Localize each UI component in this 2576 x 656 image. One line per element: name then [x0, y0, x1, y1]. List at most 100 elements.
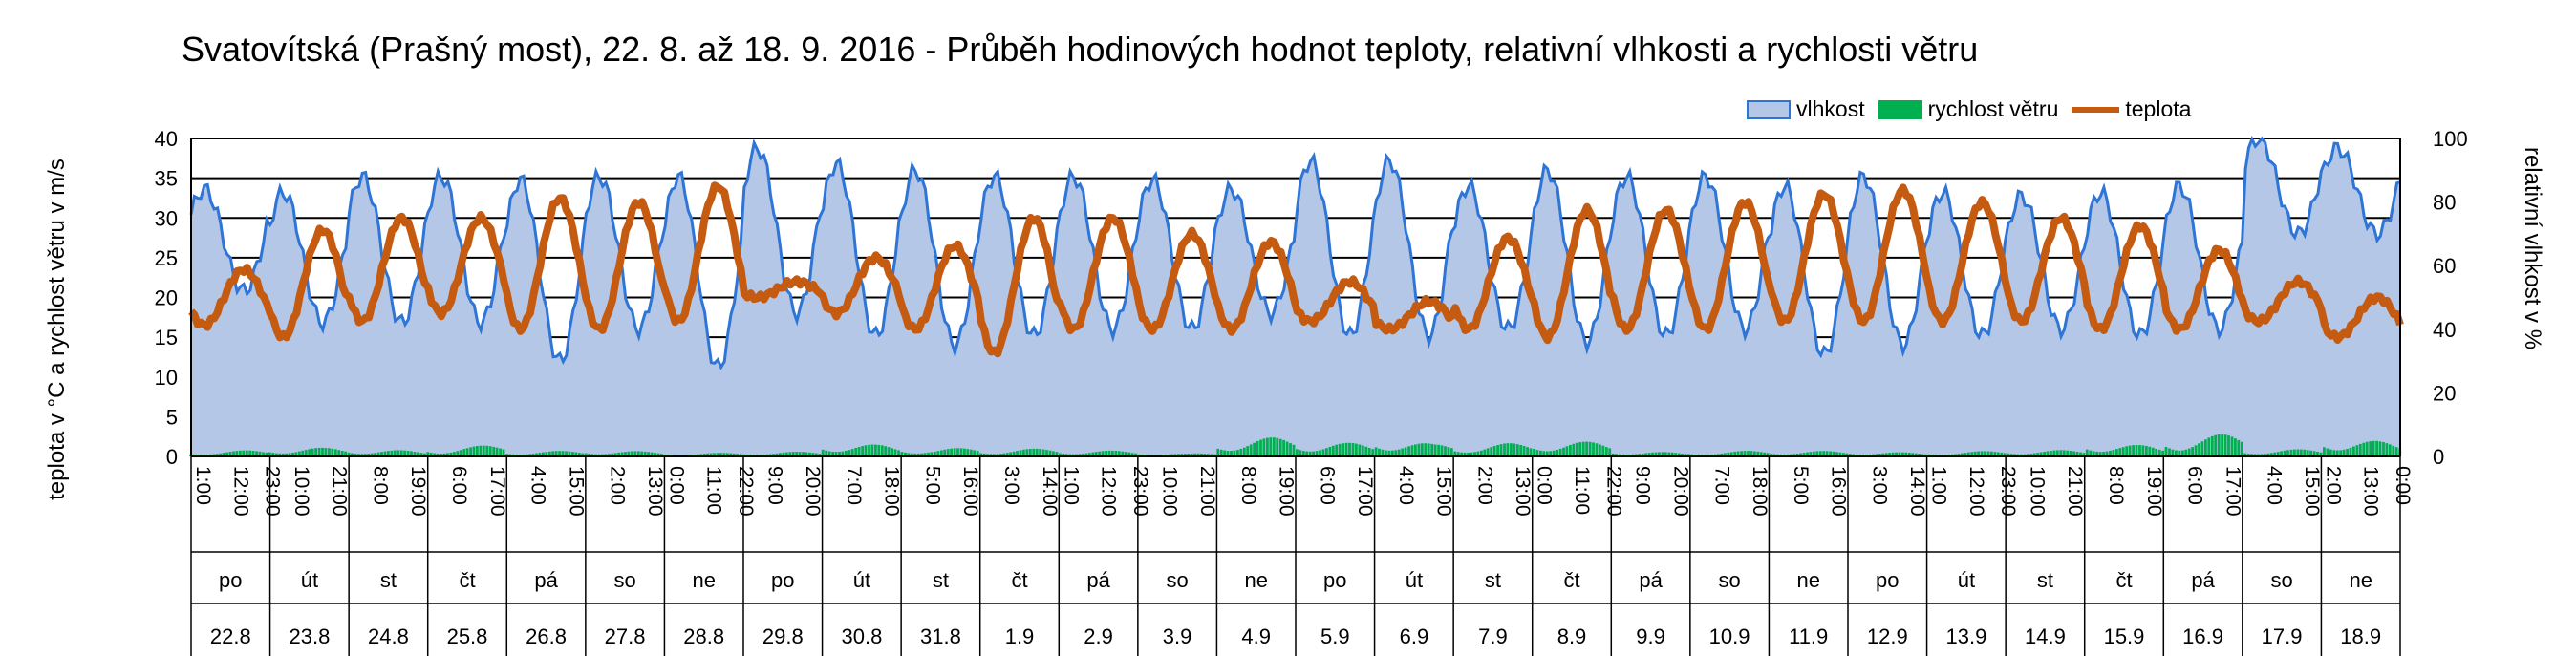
wind-bar: [2243, 453, 2247, 456]
hour-label: 4:00: [527, 466, 549, 505]
wind-bar: [966, 449, 970, 456]
hour-label: 21:00: [2064, 466, 2086, 517]
wind-bar: [554, 451, 558, 456]
wind-bar: [215, 454, 219, 456]
wind-bar: [1444, 446, 1447, 456]
wind-bar: [376, 452, 380, 456]
wind-bar: [2286, 450, 2289, 456]
wind-bar: [1595, 443, 1599, 456]
wind-bar: [2385, 443, 2389, 456]
wind-bar: [953, 448, 956, 456]
weekday-label: čt: [459, 568, 475, 592]
hour-label: 10:00: [1158, 466, 1180, 517]
hour-label: 22:00: [735, 466, 757, 517]
wind-bar: [989, 454, 993, 456]
wind-bar: [736, 454, 739, 456]
weekday-label: čt: [1563, 568, 1579, 592]
wind-bar: [1924, 454, 1927, 456]
wind-bar: [939, 450, 943, 456]
wind-bar: [930, 452, 934, 456]
wind-bar: [976, 451, 979, 456]
wind-bar: [1815, 451, 1819, 456]
wind-bar: [1966, 452, 1970, 456]
wind-bar: [251, 451, 255, 456]
weekday-label: so: [1166, 568, 1188, 592]
wind-bar: [2102, 452, 2105, 456]
wind-bar: [1599, 444, 1601, 456]
wind-bar: [1351, 443, 1355, 456]
wind-bar: [1786, 454, 1790, 456]
wind-bar: [1776, 454, 1779, 456]
wind-bar: [561, 451, 565, 456]
wind-bar: [1490, 447, 1493, 456]
wind-bar: [1545, 451, 1549, 456]
wind-bar: [2055, 450, 2059, 456]
y-tick-right-80: 80: [2433, 191, 2456, 215]
wind-bar: [1970, 452, 1974, 456]
wind-bar: [907, 453, 911, 456]
hour-label: 18:00: [1749, 466, 1771, 517]
date-label: 23.8: [289, 624, 330, 648]
wind-bar: [827, 451, 831, 456]
wind-bar: [2276, 452, 2280, 456]
wind-bar: [472, 446, 476, 456]
wind-bar: [1631, 454, 1635, 456]
wind-bar: [288, 453, 291, 456]
wind-bar: [239, 450, 242, 456]
wind-bar: [301, 450, 305, 456]
y-tick-right-100: 100: [2433, 127, 2468, 151]
wind-bar: [1799, 453, 1802, 456]
wind-bar: [877, 444, 881, 456]
wind-bar: [1875, 454, 1878, 456]
wind-bar: [923, 453, 927, 456]
date-label: 22.8: [210, 624, 251, 648]
wind-bar: [1980, 451, 1984, 456]
wind-bar: [1427, 443, 1430, 456]
wind-bar: [347, 452, 351, 456]
wind-bar: [1651, 452, 1654, 456]
wind-bar: [1486, 448, 1490, 456]
wind-bar: [1068, 454, 1072, 456]
wind-bar: [1276, 437, 1279, 456]
wind-bar: [986, 454, 989, 456]
wind-bar: [861, 446, 864, 456]
wind-bar: [2151, 447, 2155, 456]
wind-bar: [2168, 448, 2171, 456]
wind-bar: [456, 451, 460, 456]
wind-bar: [633, 451, 637, 456]
wind-bar: [363, 454, 367, 456]
wind-bar: [1325, 448, 1328, 456]
weekday-label: so: [613, 568, 635, 592]
wind-bar: [2269, 453, 2273, 456]
wind-bar: [1124, 452, 1127, 456]
wind-bar: [1407, 446, 1410, 456]
wind-bar: [262, 452, 265, 456]
wind-bar: [344, 451, 347, 456]
wind-bar: [2000, 452, 2004, 456]
wind-bar: [2092, 451, 2095, 456]
wind-bar: [367, 454, 371, 456]
hour-label: 17:00: [1354, 466, 1376, 517]
wind-bar: [1759, 452, 1763, 456]
wind-bar: [2217, 434, 2221, 456]
wind-bar: [383, 451, 387, 456]
hour-label: 15:00: [565, 466, 587, 517]
wind-bar: [452, 452, 456, 456]
wind-bar: [1581, 441, 1585, 456]
wind-bar: [1684, 454, 1687, 456]
wind-bar: [2171, 449, 2175, 456]
wind-bar: [258, 451, 262, 456]
y-tick-left-15: 15: [155, 326, 178, 349]
wind-bar: [1075, 454, 1078, 456]
wind-bar: [950, 448, 953, 456]
wind-bar: [321, 447, 324, 456]
wind-bar: [1463, 452, 1467, 456]
wind-bar: [1308, 451, 1312, 456]
weekday-label: ne: [2349, 568, 2372, 592]
wind-bar: [1832, 451, 1835, 456]
wind-bar: [2121, 447, 2125, 456]
wind-bar: [568, 451, 571, 456]
hour-label: 21:00: [329, 466, 351, 517]
wind-bar: [1107, 450, 1111, 456]
wind-bar: [2046, 451, 2050, 456]
